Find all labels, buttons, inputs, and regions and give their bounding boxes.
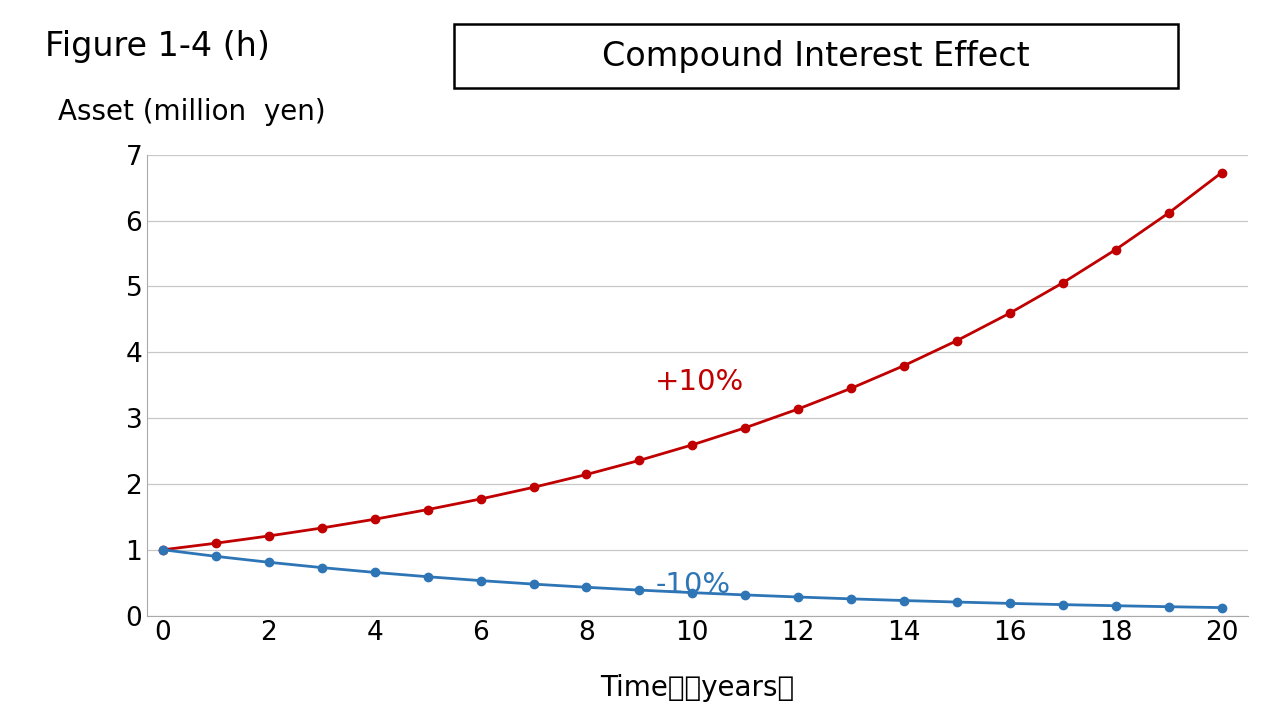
Text: +10%: +10% bbox=[655, 368, 745, 396]
Text: Compound Interest Effect: Compound Interest Effect bbox=[602, 40, 1030, 73]
Text: Asset (million  yen): Asset (million yen) bbox=[58, 98, 325, 125]
Text: Time　（years）: Time （years） bbox=[600, 674, 795, 701]
Text: Figure 1-4 (h): Figure 1-4 (h) bbox=[45, 30, 270, 63]
Text: -10%: -10% bbox=[655, 571, 731, 598]
